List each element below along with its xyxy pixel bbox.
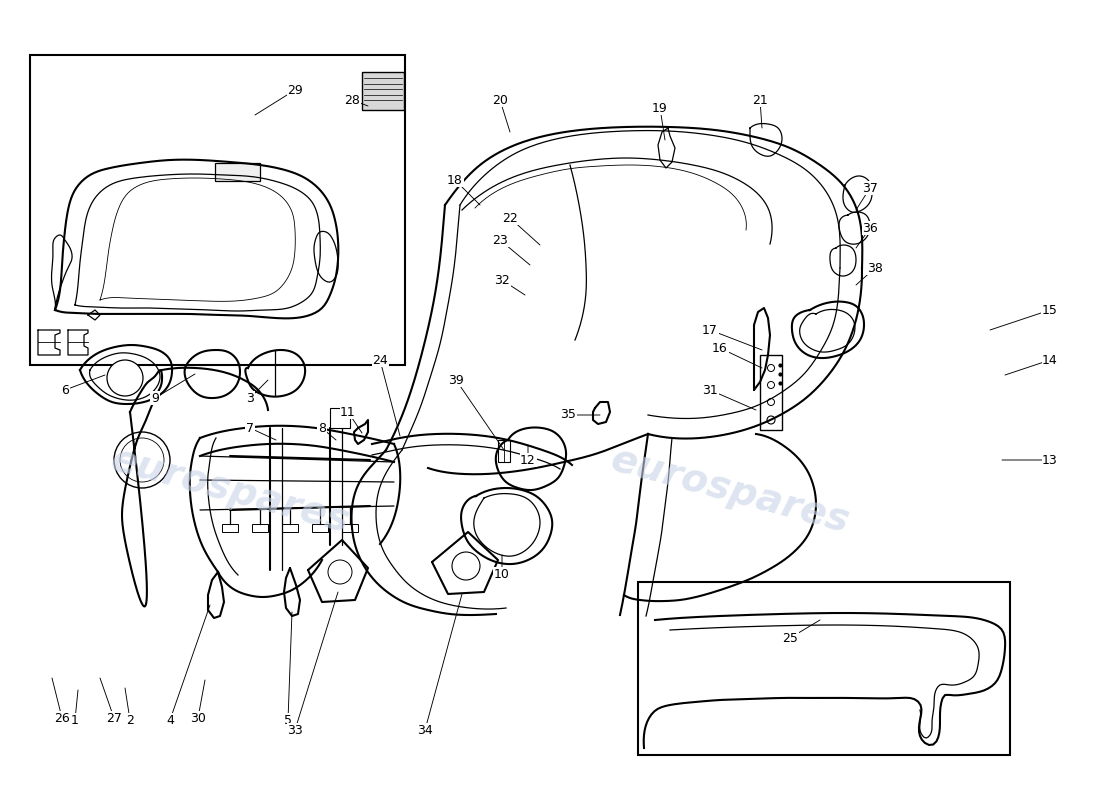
Text: 4: 4	[166, 714, 174, 726]
Text: 33: 33	[287, 723, 303, 737]
Text: 7: 7	[246, 422, 254, 434]
Text: 11: 11	[340, 406, 356, 418]
Text: 16: 16	[712, 342, 728, 354]
Text: 13: 13	[1042, 454, 1058, 466]
Text: 9: 9	[151, 391, 158, 405]
Text: 38: 38	[867, 262, 883, 274]
Circle shape	[328, 560, 352, 584]
Text: 19: 19	[652, 102, 668, 114]
Circle shape	[114, 432, 170, 488]
Circle shape	[452, 552, 480, 580]
Text: 26: 26	[54, 711, 70, 725]
FancyBboxPatch shape	[312, 524, 328, 532]
Text: 36: 36	[862, 222, 878, 234]
FancyBboxPatch shape	[362, 72, 404, 110]
Text: 2: 2	[126, 714, 134, 726]
FancyBboxPatch shape	[252, 524, 268, 532]
FancyBboxPatch shape	[222, 524, 238, 532]
Text: 14: 14	[1042, 354, 1058, 366]
Text: 21: 21	[752, 94, 768, 106]
Text: 24: 24	[372, 354, 388, 366]
Text: 32: 32	[494, 274, 510, 286]
Text: 35: 35	[560, 409, 576, 422]
Text: 25: 25	[782, 631, 797, 645]
Text: 12: 12	[520, 454, 536, 466]
Text: 18: 18	[447, 174, 463, 186]
Text: eurospares: eurospares	[107, 440, 353, 540]
Text: 29: 29	[287, 83, 303, 97]
Text: 39: 39	[448, 374, 464, 386]
Circle shape	[107, 360, 143, 396]
Circle shape	[768, 365, 774, 371]
Bar	[30, 55, 405, 365]
Text: 34: 34	[417, 723, 433, 737]
Text: eurospares: eurospares	[606, 440, 854, 540]
Text: 3: 3	[246, 391, 254, 405]
Circle shape	[120, 438, 164, 482]
FancyBboxPatch shape	[342, 524, 358, 532]
FancyBboxPatch shape	[214, 163, 260, 181]
Text: 30: 30	[190, 711, 206, 725]
Text: 23: 23	[492, 234, 508, 246]
Text: 31: 31	[702, 383, 718, 397]
Text: 28: 28	[344, 94, 360, 106]
Circle shape	[767, 416, 775, 424]
Text: 37: 37	[862, 182, 878, 194]
FancyBboxPatch shape	[330, 408, 350, 428]
Text: 27: 27	[106, 711, 122, 725]
Text: 17: 17	[702, 323, 718, 337]
FancyBboxPatch shape	[498, 440, 510, 462]
Text: 20: 20	[492, 94, 508, 106]
Bar	[638, 582, 1010, 755]
FancyBboxPatch shape	[760, 355, 782, 430]
Text: 22: 22	[502, 211, 518, 225]
Circle shape	[768, 398, 774, 406]
Circle shape	[768, 382, 774, 389]
Text: 15: 15	[1042, 303, 1058, 317]
Text: 1: 1	[72, 714, 79, 726]
FancyBboxPatch shape	[282, 524, 298, 532]
Text: 8: 8	[318, 422, 326, 434]
Text: 6: 6	[62, 383, 69, 397]
Text: 10: 10	[494, 567, 510, 581]
Text: 5: 5	[284, 714, 292, 726]
